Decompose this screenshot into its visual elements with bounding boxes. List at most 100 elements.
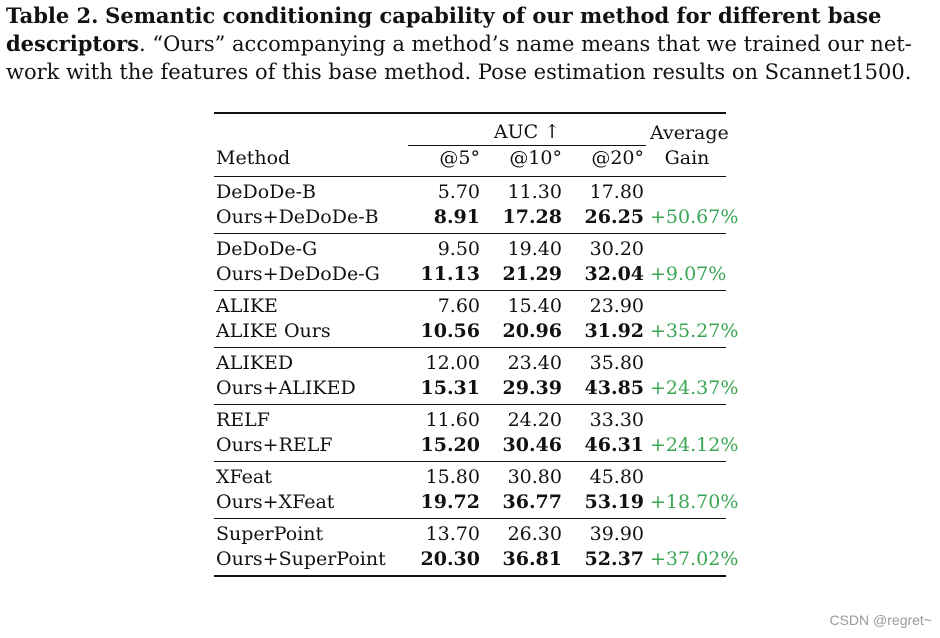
method-name-cell: Ours+SuperPoint <box>214 547 406 577</box>
method-name-cell: RELF <box>214 404 406 433</box>
avg-gain-cell: +35.27% <box>650 320 739 342</box>
results-table-body: DeDoDe-B 5.70 11.30 17.80 Ours+DeDoDe-B 8.91 1… <box>214 176 739 577</box>
auc-5-cell: 7.60 <box>406 290 484 319</box>
auc-header: AUC ↑ <box>408 120 647 146</box>
auc-10-cell: 21.29 <box>502 263 563 285</box>
avg-gain-cell <box>648 176 727 205</box>
auc-20-cell: 43.85 <box>584 377 645 399</box>
auc-20-cell: 31.92 <box>584 320 645 342</box>
auc-5-cell: 19.72 <box>420 491 481 513</box>
auc-5-cell: 12.00 <box>406 347 484 376</box>
table-row-base: DeDoDe-G 9.50 19.40 30.20 <box>214 233 727 262</box>
avg-gain-cell <box>648 518 727 547</box>
auc-10-cell: 29.39 <box>502 377 563 399</box>
auc-5-cell: 10.56 <box>420 320 481 342</box>
auc-20-cell: 52.37 <box>566 547 649 577</box>
avg-gain-cell: +37.02% <box>648 547 738 577</box>
auc-20-cell: 53.19 <box>584 491 645 513</box>
auc-10-cell: 19.40 <box>484 233 566 262</box>
table-row-base: SuperPoint 13.70 26.30 39.90 <box>214 518 727 547</box>
threshold-10-header: @10° <box>509 147 562 169</box>
auc-10-cell: 26.30 <box>484 518 566 547</box>
caption-body-line-2: . “Ours” accompanying a method’s name me… <box>138 32 912 56</box>
table-row-ours: Ours+DeDoDe-G 11.13 21.29 32.04 +9.07% <box>214 262 726 291</box>
method-name-cell: ALIKED <box>214 347 406 376</box>
method-name-cell: Ours+DeDoDe-G <box>216 263 380 285</box>
auc-20-cell: 39.90 <box>566 518 649 547</box>
auc-10-cell: 20.96 <box>502 320 563 342</box>
header-row-2: Method @5° @10° @20° Gain <box>214 146 726 177</box>
auc-5-cell: 9.50 <box>406 233 484 262</box>
method-name-cell: XFeat <box>214 461 406 490</box>
caption-line-3: work with the features of this base meth… <box>6 60 912 84</box>
auc-20-cell: 23.90 <box>566 290 649 319</box>
method-name-cell: SuperPoint <box>214 518 406 547</box>
table-row-base: ALIKE 7.60 15.40 23.90 <box>214 290 727 319</box>
auc-10-cell: 36.77 <box>502 491 563 513</box>
auc-10-cell: 24.20 <box>484 404 566 433</box>
auc-10-cell: 15.40 <box>484 290 566 319</box>
auc-20-cell: 33.30 <box>566 404 649 433</box>
auc-20-cell: 32.04 <box>584 263 645 285</box>
auc-20-cell: 35.80 <box>566 347 649 376</box>
avg-gain-cell: +50.67% <box>650 206 739 228</box>
threshold-5-header: @5° <box>439 147 480 169</box>
avg-gain-header-line-1: Average <box>648 112 729 146</box>
auc-20-cell: 26.25 <box>584 206 645 228</box>
table-row-ours: Ours+DeDoDe-B 8.91 17.28 26.25 +50.67% <box>214 205 739 234</box>
auc-20-cell: 30.20 <box>566 233 649 262</box>
avg-gain-cell <box>648 461 727 490</box>
caption-title-line-2: descriptors <box>6 31 139 56</box>
caption-line-1: Table 2. Semantic conditioning capabilit… <box>6 2 934 30</box>
caption-title-line-1: Semantic conditioning capability of our … <box>105 3 882 28</box>
auc-10-cell: 30.46 <box>502 434 563 456</box>
auc-10-cell: 36.81 <box>484 547 566 577</box>
method-name-cell: Ours+XFeat <box>216 491 335 513</box>
method-name-cell: DeDoDe-B <box>214 176 406 205</box>
auc-5-cell: 13.70 <box>406 518 484 547</box>
auc-5-cell: 20.30 <box>406 547 484 577</box>
auc-5-cell: 15.80 <box>406 461 484 490</box>
auc-10-cell: 23.40 <box>484 347 566 376</box>
threshold-20-header: @20° <box>591 147 645 169</box>
table-row-ours: Ours+XFeat 19.72 36.77 53.19 +18.70% <box>214 490 739 519</box>
table-caption: Table 2. Semantic conditioning capabilit… <box>6 2 934 86</box>
header-row-1: AUC ↑ Average <box>214 112 729 146</box>
avg-gain-cell: +18.70% <box>650 491 739 513</box>
avg-gain-cell <box>648 233 727 262</box>
auc-10-cell: 30.80 <box>484 461 566 490</box>
method-name-cell: ALIKE Ours <box>216 320 331 342</box>
method-name-cell: Ours+ALIKED <box>216 377 356 399</box>
results-table: AUC ↑ Average Method @5° @10° @20° Gain … <box>214 112 739 577</box>
auc-5-cell: 15.20 <box>420 434 481 456</box>
table-row-base: RELF 11.60 24.20 33.30 <box>214 404 727 433</box>
auc-10-cell: 11.30 <box>484 176 566 205</box>
avg-gain-cell: +9.07% <box>650 263 727 285</box>
auc-5-cell: 5.70 <box>406 176 484 205</box>
table-row-ours: Ours+ALIKED 15.31 29.39 43.85 +24.37% <box>214 376 739 405</box>
method-name-cell: ALIKE <box>214 290 406 319</box>
avg-gain-cell <box>648 347 727 376</box>
watermark: CSDN @regret~ <box>829 612 932 628</box>
caption-label: Table 2. <box>6 3 99 28</box>
avg-gain-header-line-2: Gain <box>664 147 710 169</box>
method-name-cell: Ours+RELF <box>216 434 333 456</box>
method-name-cell: Ours+DeDoDe-B <box>216 206 379 228</box>
table-row-base: ALIKED 12.00 23.40 35.80 <box>214 347 727 376</box>
auc-20-cell: 17.80 <box>566 176 649 205</box>
avg-gain-cell: +24.37% <box>650 377 739 399</box>
method-name-cell: DeDoDe-G <box>214 233 406 262</box>
avg-gain-cell <box>648 404 727 433</box>
method-header: Method <box>216 147 291 169</box>
auc-20-cell: 45.80 <box>566 461 649 490</box>
avg-gain-cell: +24.12% <box>650 434 739 456</box>
table-row-ours: Ours+RELF 15.20 30.46 46.31 +24.12% <box>214 433 739 462</box>
avg-gain-cell <box>648 290 727 319</box>
auc-5-cell: 8.91 <box>433 206 480 228</box>
table-row-ours: Ours+SuperPoint 20.30 36.81 52.37 +37.02% <box>214 547 738 577</box>
auc-5-cell: 15.31 <box>420 377 481 399</box>
table-row-ours: ALIKE Ours 10.56 20.96 31.92 +35.27% <box>214 319 739 348</box>
auc-20-cell: 46.31 <box>584 434 645 456</box>
auc-10-cell: 17.28 <box>502 206 563 228</box>
auc-5-cell: 11.60 <box>406 404 484 433</box>
